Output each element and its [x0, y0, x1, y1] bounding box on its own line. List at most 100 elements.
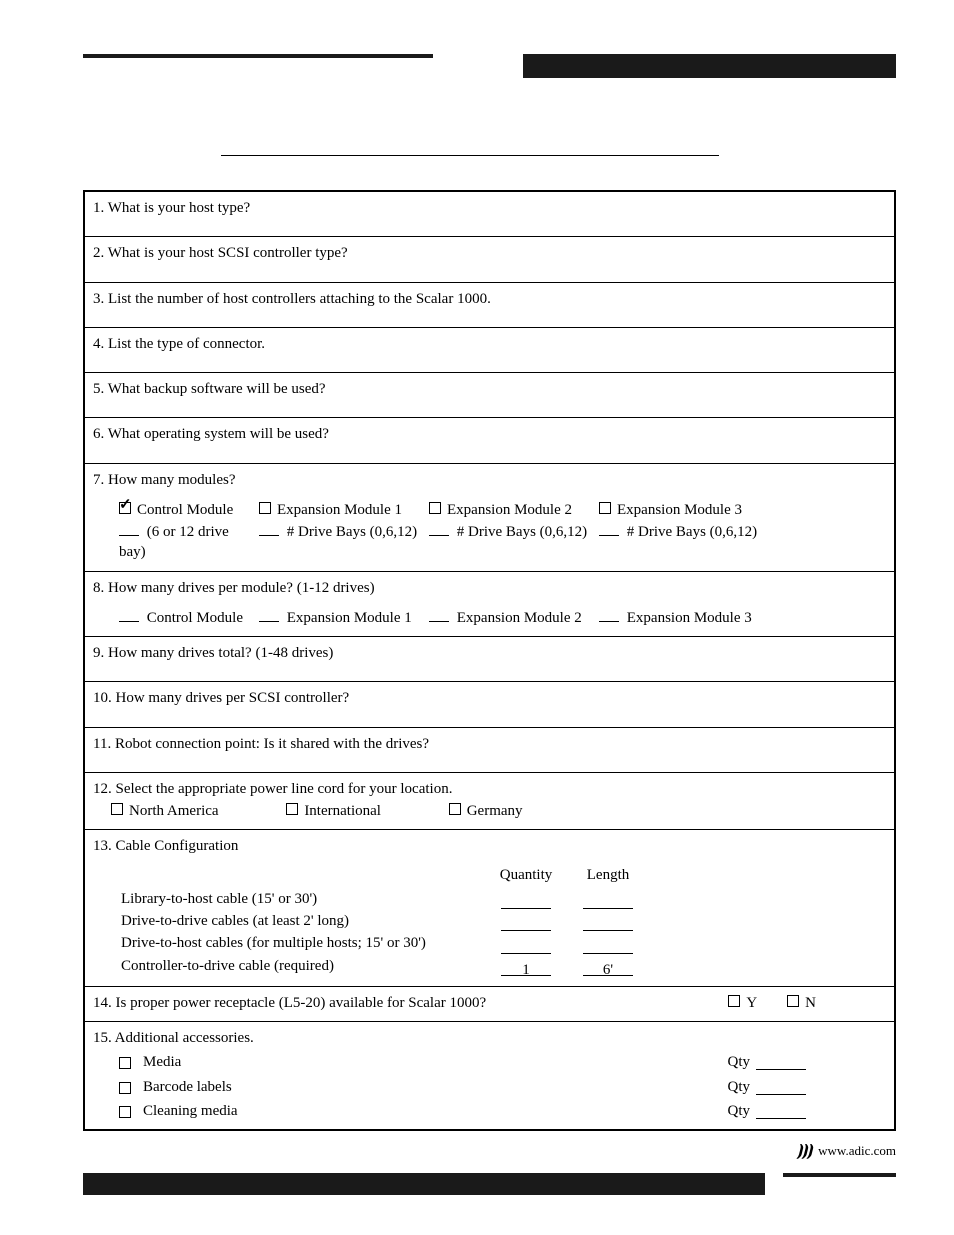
cable-label-2: Drive-to-drive cables (at least 2' long)	[121, 911, 491, 931]
row-q5: 5. What backup software will be used?	[85, 373, 894, 418]
checkbox-icon	[119, 502, 131, 514]
checkbox-icon	[787, 995, 799, 1007]
label-yes: Y	[746, 993, 757, 1013]
q14-text: 14. Is proper power receptacle (L5-20) a…	[93, 993, 486, 1013]
label-qty: Qty	[728, 1077, 751, 1097]
blank-e1-bays[interactable]	[259, 522, 279, 536]
label-expansion-2: Expansion Module 2	[447, 500, 572, 520]
q7-options: Control Module Expansion Module 1 Expans…	[93, 500, 886, 563]
blank-qty-cleaning[interactable]	[756, 1103, 806, 1119]
cable-row-3: Drive-to-host cables (for multiple hosts…	[121, 933, 886, 953]
q12-text: 12. Select the appropriate power line co…	[93, 779, 886, 799]
cable-label-4: Controller-to-drive cable (required)	[121, 956, 491, 976]
row-q3: 3. List the number of host controllers a…	[85, 283, 894, 328]
blank-q8-e2[interactable]	[429, 608, 449, 622]
row-q2: 2. What is your host SCSI controller typ…	[85, 237, 894, 282]
checkbox-germany[interactable]: Germany	[449, 801, 523, 821]
blank-qty-barcode[interactable]	[756, 1079, 806, 1095]
q12-options: North America International Germany	[93, 801, 886, 821]
header-bar	[83, 54, 896, 78]
cable-row-2: Drive-to-drive cables (at least 2' long)	[121, 911, 886, 931]
checkbox-icon	[599, 502, 611, 514]
cable-header: Quantity Length	[121, 865, 886, 885]
blank-cm-bay[interactable]	[119, 522, 139, 536]
blank-len-2[interactable]	[583, 915, 633, 931]
q9-text: 9. How many drives total? (1-48 drives)	[93, 643, 886, 663]
label-q8-e3: Expansion Module 3	[627, 610, 752, 626]
label-drive-bays-1: # Drive Bays (0,6,12)	[287, 524, 417, 540]
label-q8-cm: Control Module	[147, 610, 243, 626]
label-germany: Germany	[467, 801, 523, 821]
accessory-media: Media Qty	[93, 1052, 886, 1072]
checkbox-north-america[interactable]: North America	[111, 801, 219, 821]
label-drive-bays-3: # Drive Bays (0,6,12)	[627, 524, 757, 540]
header-rule-left	[83, 54, 433, 58]
blank-qty-3[interactable]	[501, 938, 551, 954]
row-q14: 14. Is proper power receptacle (L5-20) a…	[85, 987, 894, 1022]
label-international: International	[304, 801, 381, 821]
footer: ⦘⦘⦘ www.adic.com	[797, 1142, 896, 1160]
checkbox-icon	[449, 803, 461, 815]
blank-qty-1[interactable]	[501, 893, 551, 909]
value-len-4: 6'	[583, 960, 633, 976]
header-block-right	[523, 54, 896, 78]
blank-q8-e1[interactable]	[259, 608, 279, 622]
label-qty: Qty	[728, 1052, 751, 1072]
checkbox-control-module[interactable]: Control Module	[119, 500, 233, 520]
header-length: Length	[573, 865, 643, 885]
accessory-barcode: Barcode labels Qty	[93, 1077, 886, 1097]
cable-row-1: Library-to-host cable (15' or 30')	[121, 889, 886, 909]
checkbox-cleaning[interactable]	[119, 1106, 131, 1118]
cable-row-4: Controller-to-drive cable (required) 1 6…	[121, 956, 886, 976]
row-q4: 4. List the type of connector.	[85, 328, 894, 373]
checkbox-no[interactable]: N	[787, 993, 816, 1013]
row-q10: 10. How many drives per SCSI controller?	[85, 682, 894, 727]
checkbox-expansion-1[interactable]: Expansion Module 1	[259, 500, 402, 520]
checkbox-barcode[interactable]	[119, 1082, 131, 1094]
subtitle-underline	[221, 155, 719, 156]
value-qty-4: 1	[501, 960, 551, 976]
footer-block-left	[83, 1173, 765, 1195]
blank-e2-bays[interactable]	[429, 522, 449, 536]
accessory-cleaning: Cleaning media Qty	[93, 1101, 886, 1121]
blank-e3-bays[interactable]	[599, 522, 619, 536]
cable-label-3: Drive-to-host cables (for multiple hosts…	[121, 933, 491, 953]
checkbox-expansion-3[interactable]: Expansion Module 3	[599, 500, 742, 520]
label-no: N	[805, 993, 816, 1013]
checkbox-icon	[111, 803, 123, 815]
q7-text: 7. How many modules?	[93, 470, 886, 490]
label-expansion-1: Expansion Module 1	[277, 500, 402, 520]
label-cleaning: Cleaning media	[143, 1101, 238, 1121]
checkbox-icon	[259, 502, 271, 514]
checkbox-expansion-2[interactable]: Expansion Module 2	[429, 500, 572, 520]
blank-len-1[interactable]	[583, 893, 633, 909]
footer-bar	[83, 1173, 896, 1195]
row-q8: 8. How many drives per module? (1-12 dri…	[85, 572, 894, 638]
checkbox-media[interactable]	[119, 1057, 131, 1069]
label-barcode: Barcode labels	[143, 1077, 232, 1097]
blank-qty-media[interactable]	[756, 1054, 806, 1070]
blank-q8-e3[interactable]	[599, 608, 619, 622]
row-q12: 12. Select the appropriate power line co…	[85, 773, 894, 831]
q6-text: 6. What operating system will be used?	[93, 424, 886, 444]
footer-rule-right	[783, 1173, 896, 1177]
q1-text: 1. What is your host type?	[93, 198, 886, 218]
row-q7: 7. How many modules? Control Module Expa…	[85, 464, 894, 572]
blank-len-3[interactable]	[583, 938, 633, 954]
q15-text: 15. Additional accessories.	[93, 1028, 886, 1048]
row-q9: 9. How many drives total? (1-48 drives)	[85, 637, 894, 682]
label-expansion-3: Expansion Module 3	[617, 500, 742, 520]
checkbox-international[interactable]: International	[286, 801, 381, 821]
checkbox-yes[interactable]: Y	[728, 993, 757, 1013]
row-q15: 15. Additional accessories. Media Qty Ba…	[85, 1022, 894, 1129]
cable-label-1: Library-to-host cable (15' or 30')	[121, 889, 491, 909]
label-qty: Qty	[728, 1101, 751, 1121]
label-control-module: Control Module	[137, 500, 233, 520]
q4-text: 4. List the type of connector.	[93, 334, 886, 354]
q8-text: 8. How many drives per module? (1-12 dri…	[93, 578, 886, 598]
blank-q8-cm[interactable]	[119, 608, 139, 622]
q2-text: 2. What is your host SCSI controller typ…	[93, 243, 886, 263]
q13-text: 13. Cable Configuration	[93, 836, 886, 856]
blank-qty-2[interactable]	[501, 915, 551, 931]
q14-yn: Y N	[728, 993, 846, 1013]
